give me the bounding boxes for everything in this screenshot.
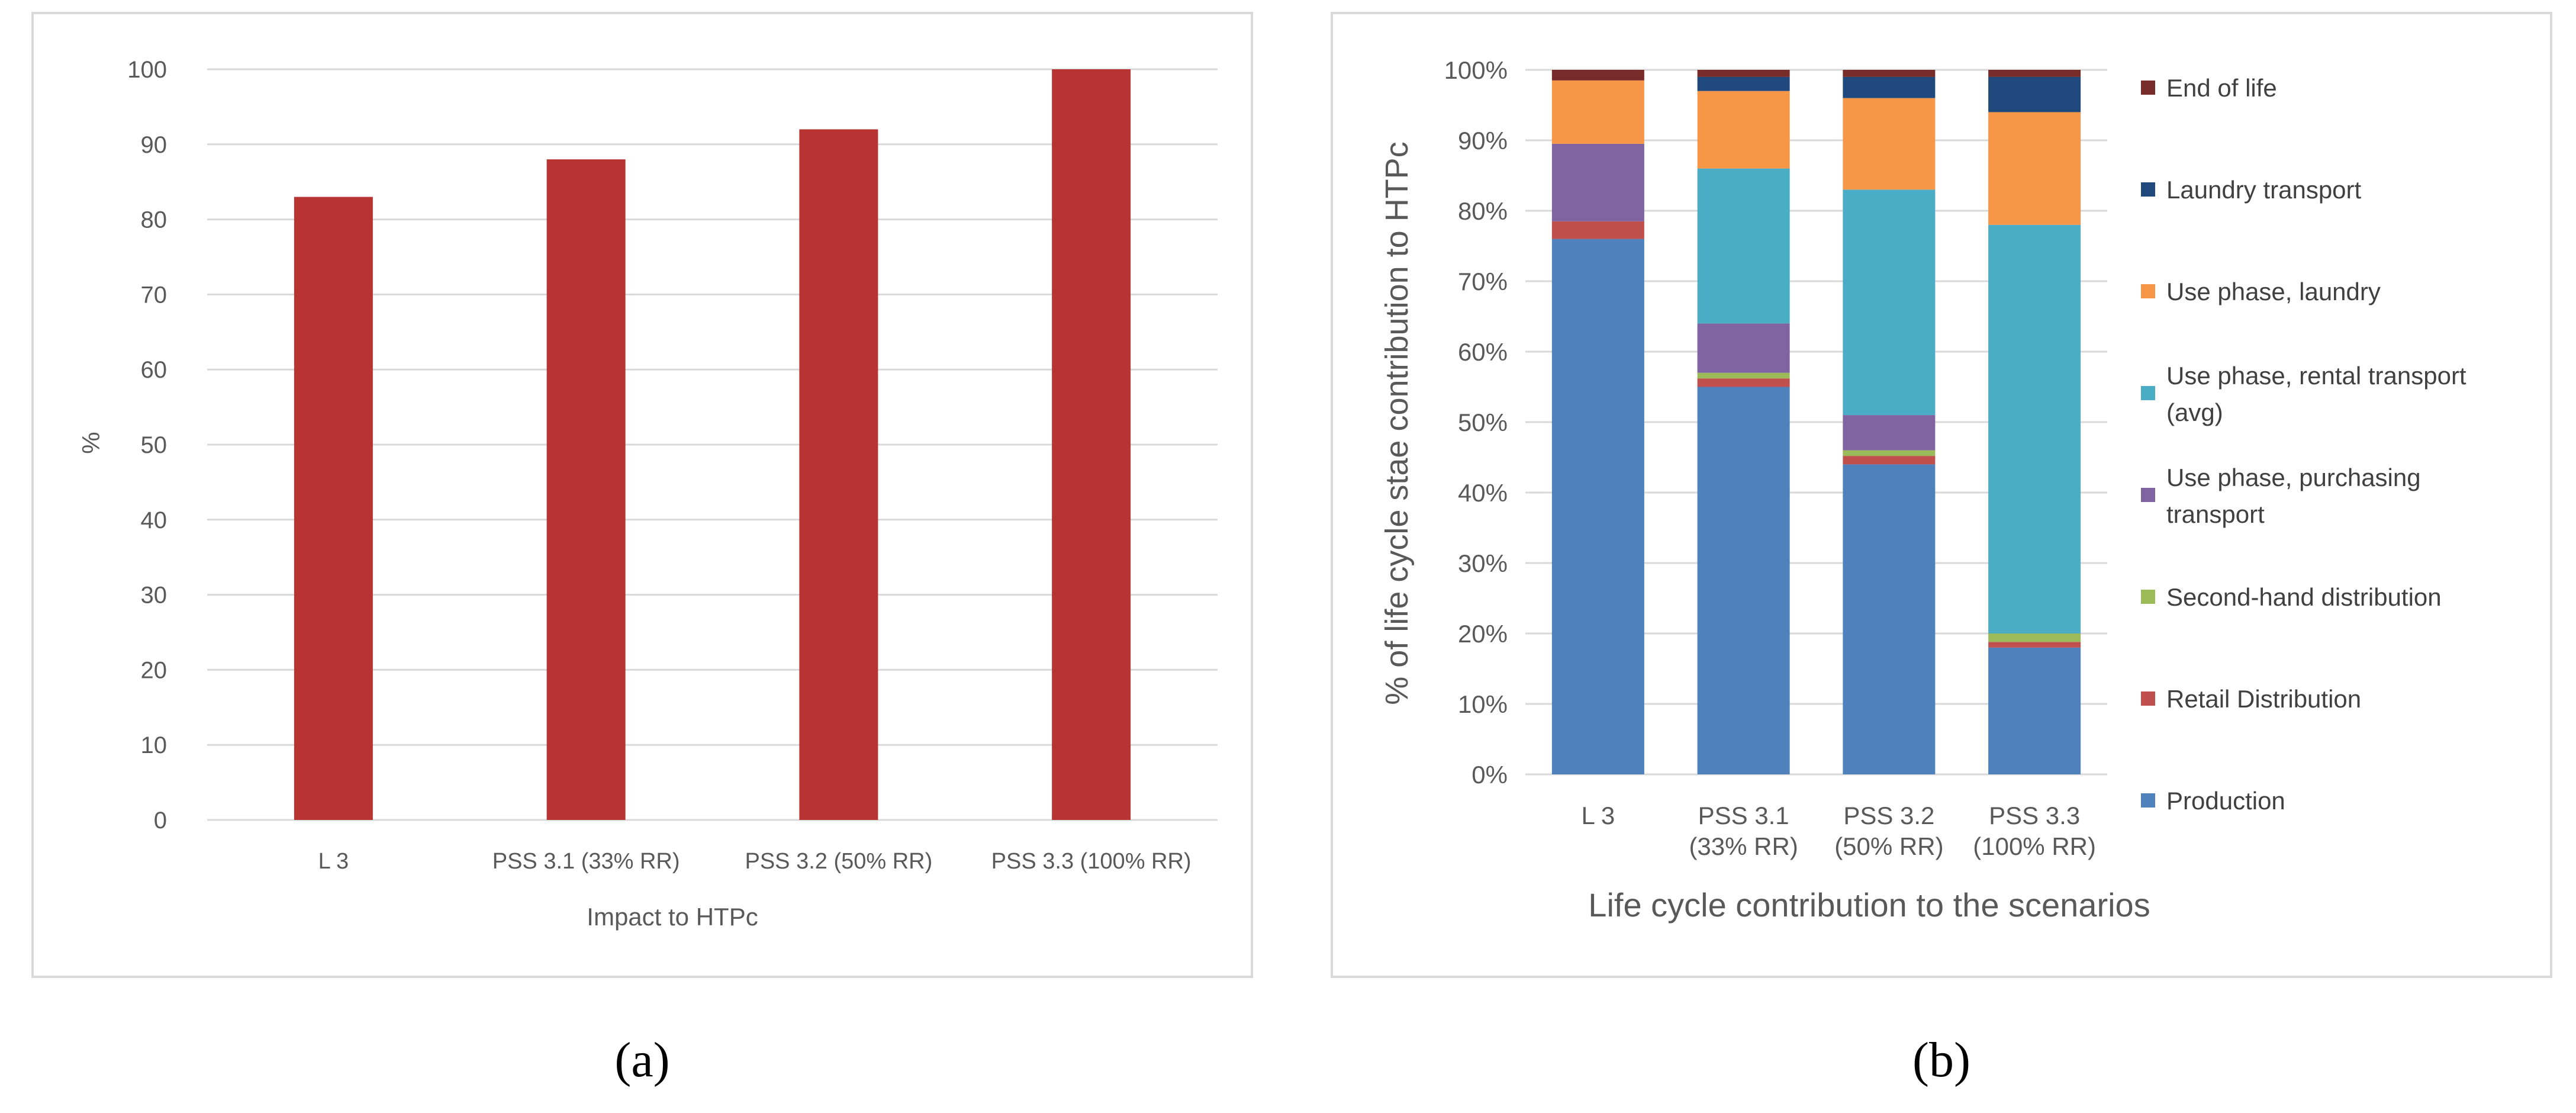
- chart-a-frame: [31, 12, 1253, 978]
- chart-a-bar: [546, 159, 626, 820]
- chart-a-y-tick-label: 30: [141, 583, 168, 609]
- chart-b-bar-segment: [1988, 647, 2081, 774]
- chart-a-x-tick-label: L 3: [318, 849, 349, 874]
- chart-a-y-tick-label: 60: [141, 357, 168, 383]
- chart-a-x-axis-title: Impact to HTPc: [587, 903, 758, 931]
- chart-b-legend: End of life Laundry transport Use phase, l…: [2141, 74, 2466, 815]
- chart-a-x-tick-label: PSS 3.1 (33% RR): [492, 849, 680, 874]
- chart-b-legend-swatch: [2141, 793, 2155, 808]
- chart-b-legend-swatch: [2141, 81, 2155, 95]
- chart-b-bar-segment: [1843, 456, 1936, 465]
- chart-b-legend-label: Second-hand distribution: [2166, 583, 2442, 611]
- chart-b-legend-swatch: [2141, 488, 2155, 502]
- chart-b-bar-segment: [1988, 76, 2081, 112]
- chart-b-bar-segment: [1551, 239, 1644, 775]
- chart-b-bar-segment: [1843, 464, 1936, 774]
- chart-b-y-tick-label: 20%: [1458, 620, 1508, 648]
- chart-b-bar-segment: [1697, 168, 1790, 324]
- chart-a-y-tick-label: 50: [141, 432, 168, 458]
- chart-b: 0% 10% 20% 30% 40% 50% 60% 70% 80% 90% 100% L 3 PSS …: [1444, 56, 2107, 860]
- chart-b-x-tick-label: L 3: [1581, 802, 1615, 829]
- chart-b-bar-segment: [1697, 372, 1790, 379]
- chart-b-legend-label: End of life: [2166, 74, 2277, 102]
- chart-b-bar-segment: [1843, 189, 1936, 416]
- chart-b-legend-label: Use phase, rental transport: [2166, 362, 2466, 390]
- chart-b-y-tick-label: 90%: [1458, 127, 1508, 155]
- chart-b-y-axis-title: % of life cycle stae contribution to HTP…: [1379, 141, 1415, 705]
- chart-a-bar: [799, 129, 878, 821]
- chart-b-bar-segment: [1988, 70, 2081, 77]
- chart-b-y-tick-label: 30%: [1458, 549, 1508, 577]
- chart-b-y-tick-label: 0%: [1471, 761, 1508, 789]
- chart-b-bar-segment: [1843, 98, 1936, 190]
- chart-b-bar-segment: [1551, 70, 1644, 81]
- chart-b-bar-segment: [1988, 642, 2081, 648]
- chart-b-legend-label: Use phase, purchasing: [2166, 464, 2421, 491]
- chart-a-x-tick-label: PSS 3.3 (100% RR): [991, 849, 1192, 874]
- chart-b-legend-label: (avg): [2166, 398, 2223, 426]
- chart-b-bar-segment: [1697, 323, 1790, 373]
- chart-b-bar-segment: [1551, 143, 1644, 221]
- chart-b-legend-swatch: [2141, 182, 2155, 197]
- chart-a-bar: [1052, 69, 1131, 820]
- chart-b-x-tick-label: PSS 3.2: [1843, 802, 1934, 829]
- chart-b-bar-segment: [1551, 221, 1644, 239]
- chart-a: 0 10 20 30 40 50 60 70 80 90 100 L 3 PSS 3.1 (33% RR…: [127, 57, 1218, 874]
- chart-b-x-axis-title: Life cycle contribution to the scenarios: [1588, 886, 2150, 924]
- chart-b-x-tick-label: (33% RR): [1689, 832, 1798, 860]
- chart-b-bar-segment: [1988, 112, 2081, 225]
- chart-a-y-tick-label: 80: [141, 207, 168, 233]
- chart-b-frame: [1331, 12, 2552, 978]
- chart-b-legend-swatch: [2141, 691, 2155, 706]
- chart-b-bar-segment: [1988, 224, 2081, 633]
- chart-b-y-tick-label: 60%: [1458, 338, 1508, 366]
- chart-b-bar-segment: [1697, 378, 1790, 387]
- chart-b-bar-segment: [1843, 450, 1936, 456]
- chart-a-y-tick-label: 40: [141, 507, 168, 533]
- chart-b-legend-swatch: [2141, 284, 2155, 298]
- chart-b-y-tick-label: 10%: [1458, 690, 1508, 718]
- chart-b-bar-segment: [1988, 633, 2081, 642]
- chart-b-legend-label: Use phase, laundry: [2166, 278, 2381, 305]
- chart-a-bar: [294, 197, 373, 820]
- chart-a-y-axis-title: %: [77, 432, 105, 453]
- chart-b-legend-label: Laundry transport: [2166, 176, 2362, 204]
- chart-b-bar-segment: [1697, 387, 1790, 774]
- chart-b-bar-segment: [1697, 91, 1790, 169]
- chart-b-x-tick-label: PSS 3.3: [1989, 802, 2080, 829]
- chart-a-y-tick-label: 90: [141, 132, 168, 158]
- panel-label-a: (a): [614, 1032, 669, 1088]
- chart-b-legend-swatch: [2141, 590, 2155, 604]
- chart-b-y-tick-label: 100%: [1444, 56, 1508, 84]
- chart-b-y-tick-label: 80%: [1458, 197, 1508, 225]
- chart-b-bar-segment: [1843, 415, 1936, 451]
- chart-a-y-tick-label: 0: [154, 808, 167, 834]
- panel-label-b: (b): [1912, 1032, 1970, 1088]
- chart-b-bar-segment: [1843, 70, 1936, 77]
- chart-b-x-tick-label: (50% RR): [1834, 832, 1943, 860]
- chart-b-x-tick-label: PSS 3.1: [1698, 802, 1789, 829]
- chart-a-y-tick-label: 70: [141, 282, 168, 308]
- chart-b-y-tick-label: 70%: [1458, 268, 1508, 295]
- chart-b-y-tick-label: 50%: [1458, 408, 1508, 436]
- chart-b-bar-segment: [1551, 80, 1644, 144]
- chart-b-bar-segment: [1697, 76, 1790, 91]
- chart-b-bar-segment: [1843, 76, 1936, 98]
- chart-b-bar-segment: [1697, 70, 1790, 77]
- chart-a-x-tick-label: PSS 3.2 (50% RR): [745, 849, 932, 874]
- chart-b-legend-label: Production: [2166, 787, 2285, 815]
- chart-b-legend-label: transport: [2166, 500, 2265, 528]
- chart-b-x-tick-label: (100% RR): [1973, 832, 2096, 860]
- chart-a-y-tick-label: 100: [127, 57, 167, 83]
- chart-b-y-tick-label: 40%: [1458, 479, 1508, 507]
- chart-b-legend-label: Retail Distribution: [2166, 685, 2361, 713]
- chart-a-y-tick-label: 20: [141, 657, 168, 683]
- chart-a-y-tick-label: 10: [141, 732, 168, 758]
- chart-b-legend-swatch: [2141, 386, 2155, 400]
